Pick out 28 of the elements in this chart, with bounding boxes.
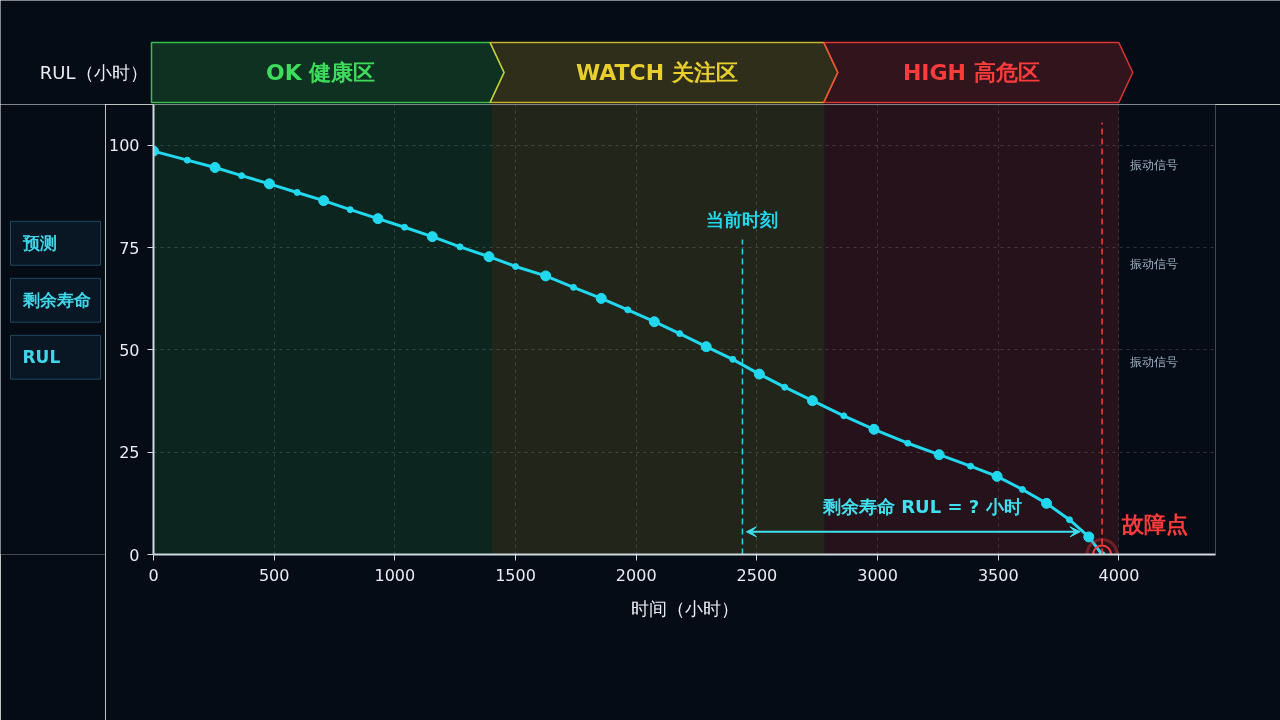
y-tick-label: 0 — [129, 545, 140, 565]
band-label: HIGH 高危区 — [902, 60, 1040, 85]
text: RUL — [22, 347, 61, 368]
x-tick-label: 1500 — [495, 565, 536, 585]
ref-line-label: 故障点 — [1121, 512, 1189, 537]
x-tick-label: 1000 — [374, 565, 416, 585]
annotation: 振动信号 — [1129, 158, 1178, 173]
y-tick-label: 100 — [108, 136, 140, 156]
y-axis-title: RUL（小时） — [39, 62, 148, 83]
band-label: OK 健康区 — [266, 60, 376, 85]
x-tick-label: 2000 — [615, 565, 657, 585]
x-tick-label: 500 — [258, 565, 290, 585]
band-label: WATCH 关注区 — [575, 60, 738, 85]
text: 剩余寿命 — [21, 290, 91, 311]
y-tick-label: 50 — [119, 340, 140, 360]
annotation: 振动信号 — [1129, 256, 1178, 271]
text: 预测 — [21, 233, 57, 254]
x-tick-label: 4000 — [1098, 565, 1140, 585]
annotation: 剩余寿命 RUL = ? 小时 — [821, 496, 1022, 518]
y-tick-label: 25 — [119, 443, 140, 463]
y-tick-label: 75 — [119, 238, 140, 258]
annotation: 振动信号 — [1129, 354, 1178, 369]
ref-line-label: 当前时刻 — [706, 208, 779, 230]
x-tick-label: 3500 — [977, 565, 1019, 585]
x-tick-label: 3000 — [857, 565, 898, 585]
x-tick-label: 2500 — [736, 565, 778, 585]
x-tick-label: 0 — [148, 565, 159, 585]
x-axis-title: 时间（小时） — [630, 597, 739, 619]
